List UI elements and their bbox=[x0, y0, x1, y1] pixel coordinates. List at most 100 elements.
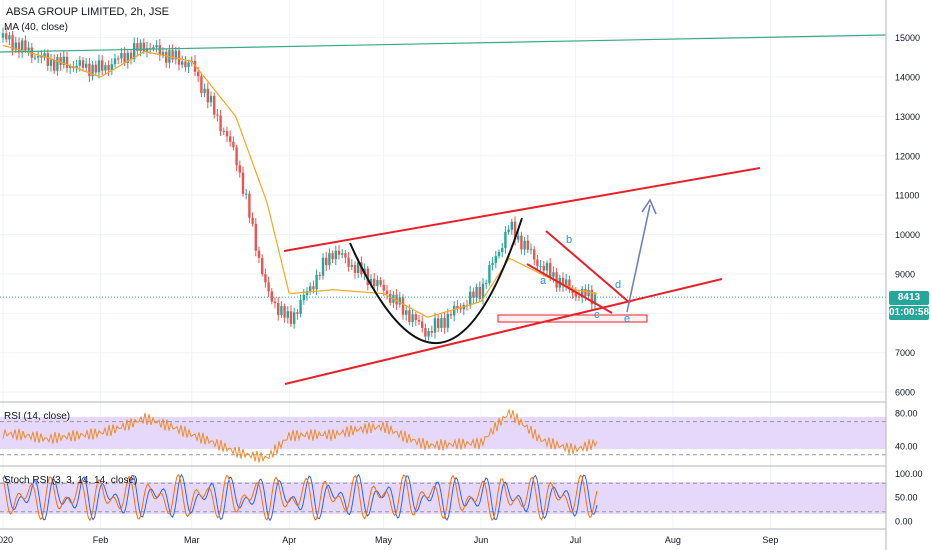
price-tick-label: 15000 bbox=[895, 33, 920, 43]
stoch-panel: 0.00 50.00 100.00 bbox=[0, 469, 923, 526]
candle-body bbox=[161, 51, 165, 56]
candle-body bbox=[497, 251, 501, 257]
candle-body bbox=[101, 60, 104, 71]
wedge-lower-line bbox=[526, 263, 613, 314]
candle-body bbox=[251, 217, 254, 224]
candle-body bbox=[133, 43, 136, 60]
candle-body bbox=[21, 40, 24, 53]
candle-body bbox=[561, 277, 565, 287]
candle-body bbox=[257, 250, 261, 258]
candle-body bbox=[408, 310, 411, 323]
candle-body bbox=[254, 223, 257, 251]
candle-body bbox=[453, 305, 456, 316]
candle-body bbox=[289, 311, 293, 324]
candle-body bbox=[379, 280, 382, 285]
candle-body bbox=[81, 60, 85, 68]
candle-body bbox=[382, 284, 385, 291]
candle-body bbox=[1, 33, 5, 38]
candle-body bbox=[328, 253, 331, 266]
candle-body bbox=[481, 283, 485, 299]
candle-body bbox=[510, 221, 513, 230]
candle-body bbox=[424, 327, 427, 337]
stoch-tick-label: 0.00 bbox=[895, 516, 913, 526]
candle-body bbox=[488, 265, 491, 284]
pattern-drawings: a b c d e bbox=[0, 34, 887, 385]
candle-body bbox=[232, 141, 235, 148]
candle-body bbox=[517, 235, 520, 240]
stoch-tick-label: 50.00 bbox=[895, 493, 918, 503]
candle-body bbox=[312, 286, 315, 290]
candle-body bbox=[165, 51, 168, 63]
candle-body bbox=[331, 253, 334, 260]
bar-countdown-tag: 01:00:58 bbox=[889, 306, 929, 320]
candle-body bbox=[193, 61, 197, 72]
candle-body bbox=[5, 33, 8, 40]
candle-body bbox=[213, 95, 216, 115]
price-tick-label: 11000 bbox=[895, 191, 919, 201]
symbol-title[interactable]: ABSA GROUP LIMITED, 2h, JSE bbox=[6, 6, 170, 18]
date-tick-label: Jul bbox=[570, 535, 582, 545]
last-price-tag[interactable]: 8413 bbox=[889, 291, 929, 305]
candle-body bbox=[94, 64, 97, 73]
long-trendline bbox=[0, 34, 887, 53]
candle-body bbox=[353, 264, 357, 273]
candle-body bbox=[536, 259, 539, 267]
candle-body bbox=[491, 262, 494, 266]
candle-body bbox=[11, 35, 14, 51]
rsi-legend[interactable]: RSI (14, close) bbox=[4, 411, 70, 422]
candle-body bbox=[225, 130, 229, 137]
candle-body bbox=[321, 257, 325, 276]
candle-body bbox=[78, 60, 81, 66]
candle-body bbox=[120, 53, 123, 59]
candle-body bbox=[245, 193, 248, 195]
candle-body bbox=[33, 57, 37, 59]
candle-body bbox=[203, 88, 206, 94]
date-tick-label: 2020 bbox=[0, 535, 13, 545]
wave-label-c: c bbox=[594, 309, 600, 321]
candle-body bbox=[494, 256, 497, 263]
candle-body bbox=[27, 47, 30, 51]
candle-body bbox=[344, 253, 347, 258]
candle-body bbox=[280, 306, 283, 315]
ma-legend[interactable]: MA (40, close) bbox=[4, 22, 68, 33]
date-tick-label: Sep bbox=[762, 535, 778, 545]
candle-body bbox=[273, 301, 277, 303]
candle-body bbox=[366, 268, 369, 286]
projection-arrow-head bbox=[641, 198, 657, 215]
candle-body bbox=[552, 272, 555, 277]
candle-body bbox=[270, 291, 273, 302]
candle-body bbox=[40, 55, 43, 58]
candle-body bbox=[309, 286, 312, 292]
last-price-value: 8413 bbox=[897, 292, 921, 303]
candle-body bbox=[417, 320, 421, 322]
candle-body bbox=[110, 64, 113, 71]
support-zone-box bbox=[497, 314, 648, 323]
candle-body bbox=[593, 294, 597, 305]
price-tick-label: 9000 bbox=[895, 269, 915, 279]
candle-body bbox=[475, 287, 478, 298]
candle-body bbox=[545, 263, 549, 271]
candle-body bbox=[315, 274, 318, 290]
candle-body bbox=[222, 130, 225, 132]
wave-label-d: d bbox=[615, 279, 621, 291]
candle-body bbox=[369, 278, 373, 286]
candle-body bbox=[581, 288, 584, 298]
candle-body bbox=[197, 71, 200, 77]
price-tick-label: 13000 bbox=[895, 112, 920, 122]
candle-body bbox=[187, 62, 190, 68]
candle-body bbox=[46, 53, 49, 66]
candle-body bbox=[88, 63, 91, 77]
candle-body bbox=[142, 42, 145, 52]
candle-body bbox=[97, 60, 101, 73]
stoch-legend[interactable]: Stoch RSI (3, 3, 14, 14, close) bbox=[4, 475, 137, 486]
candle-body bbox=[174, 50, 177, 60]
candle-body bbox=[337, 250, 341, 255]
cup-curve bbox=[349, 217, 523, 344]
candle-body bbox=[238, 165, 241, 173]
candle-body bbox=[357, 262, 360, 273]
candle-body bbox=[296, 312, 299, 314]
candle-body bbox=[209, 95, 213, 103]
candle-body bbox=[507, 229, 510, 232]
candle-body bbox=[8, 35, 11, 40]
